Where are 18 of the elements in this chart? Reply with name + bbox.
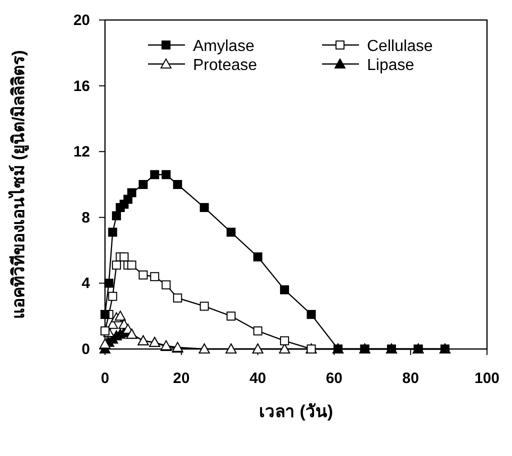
y-tick-label: 4 [82, 275, 91, 292]
legend-label: Cellulase [367, 38, 433, 55]
x-tick-label: 0 [100, 370, 110, 387]
y-tick-label: 16 [73, 78, 90, 95]
y-tick-label: 20 [73, 12, 90, 29]
x-tick-label: 40 [249, 370, 266, 387]
x-tick-label: 80 [402, 370, 419, 387]
x-tick-label: 20 [173, 370, 190, 387]
x-tick-label: 60 [326, 370, 343, 387]
x-tick-label: 100 [474, 370, 500, 387]
y-axis-title: แอคทิวิทีของเอนไซม์ (ยูนิต/มิลลิลิตร) [8, 50, 30, 319]
y-tick-label: 12 [73, 144, 90, 161]
x-axis-title: เวลา (วัน) [258, 402, 334, 421]
legend-label: Amylase [193, 38, 254, 55]
legend-label: Protease [193, 57, 258, 74]
y-tick-label: 8 [82, 209, 90, 226]
y-tick-label: 0 [82, 341, 90, 358]
legend-label: Lipase [367, 57, 414, 74]
